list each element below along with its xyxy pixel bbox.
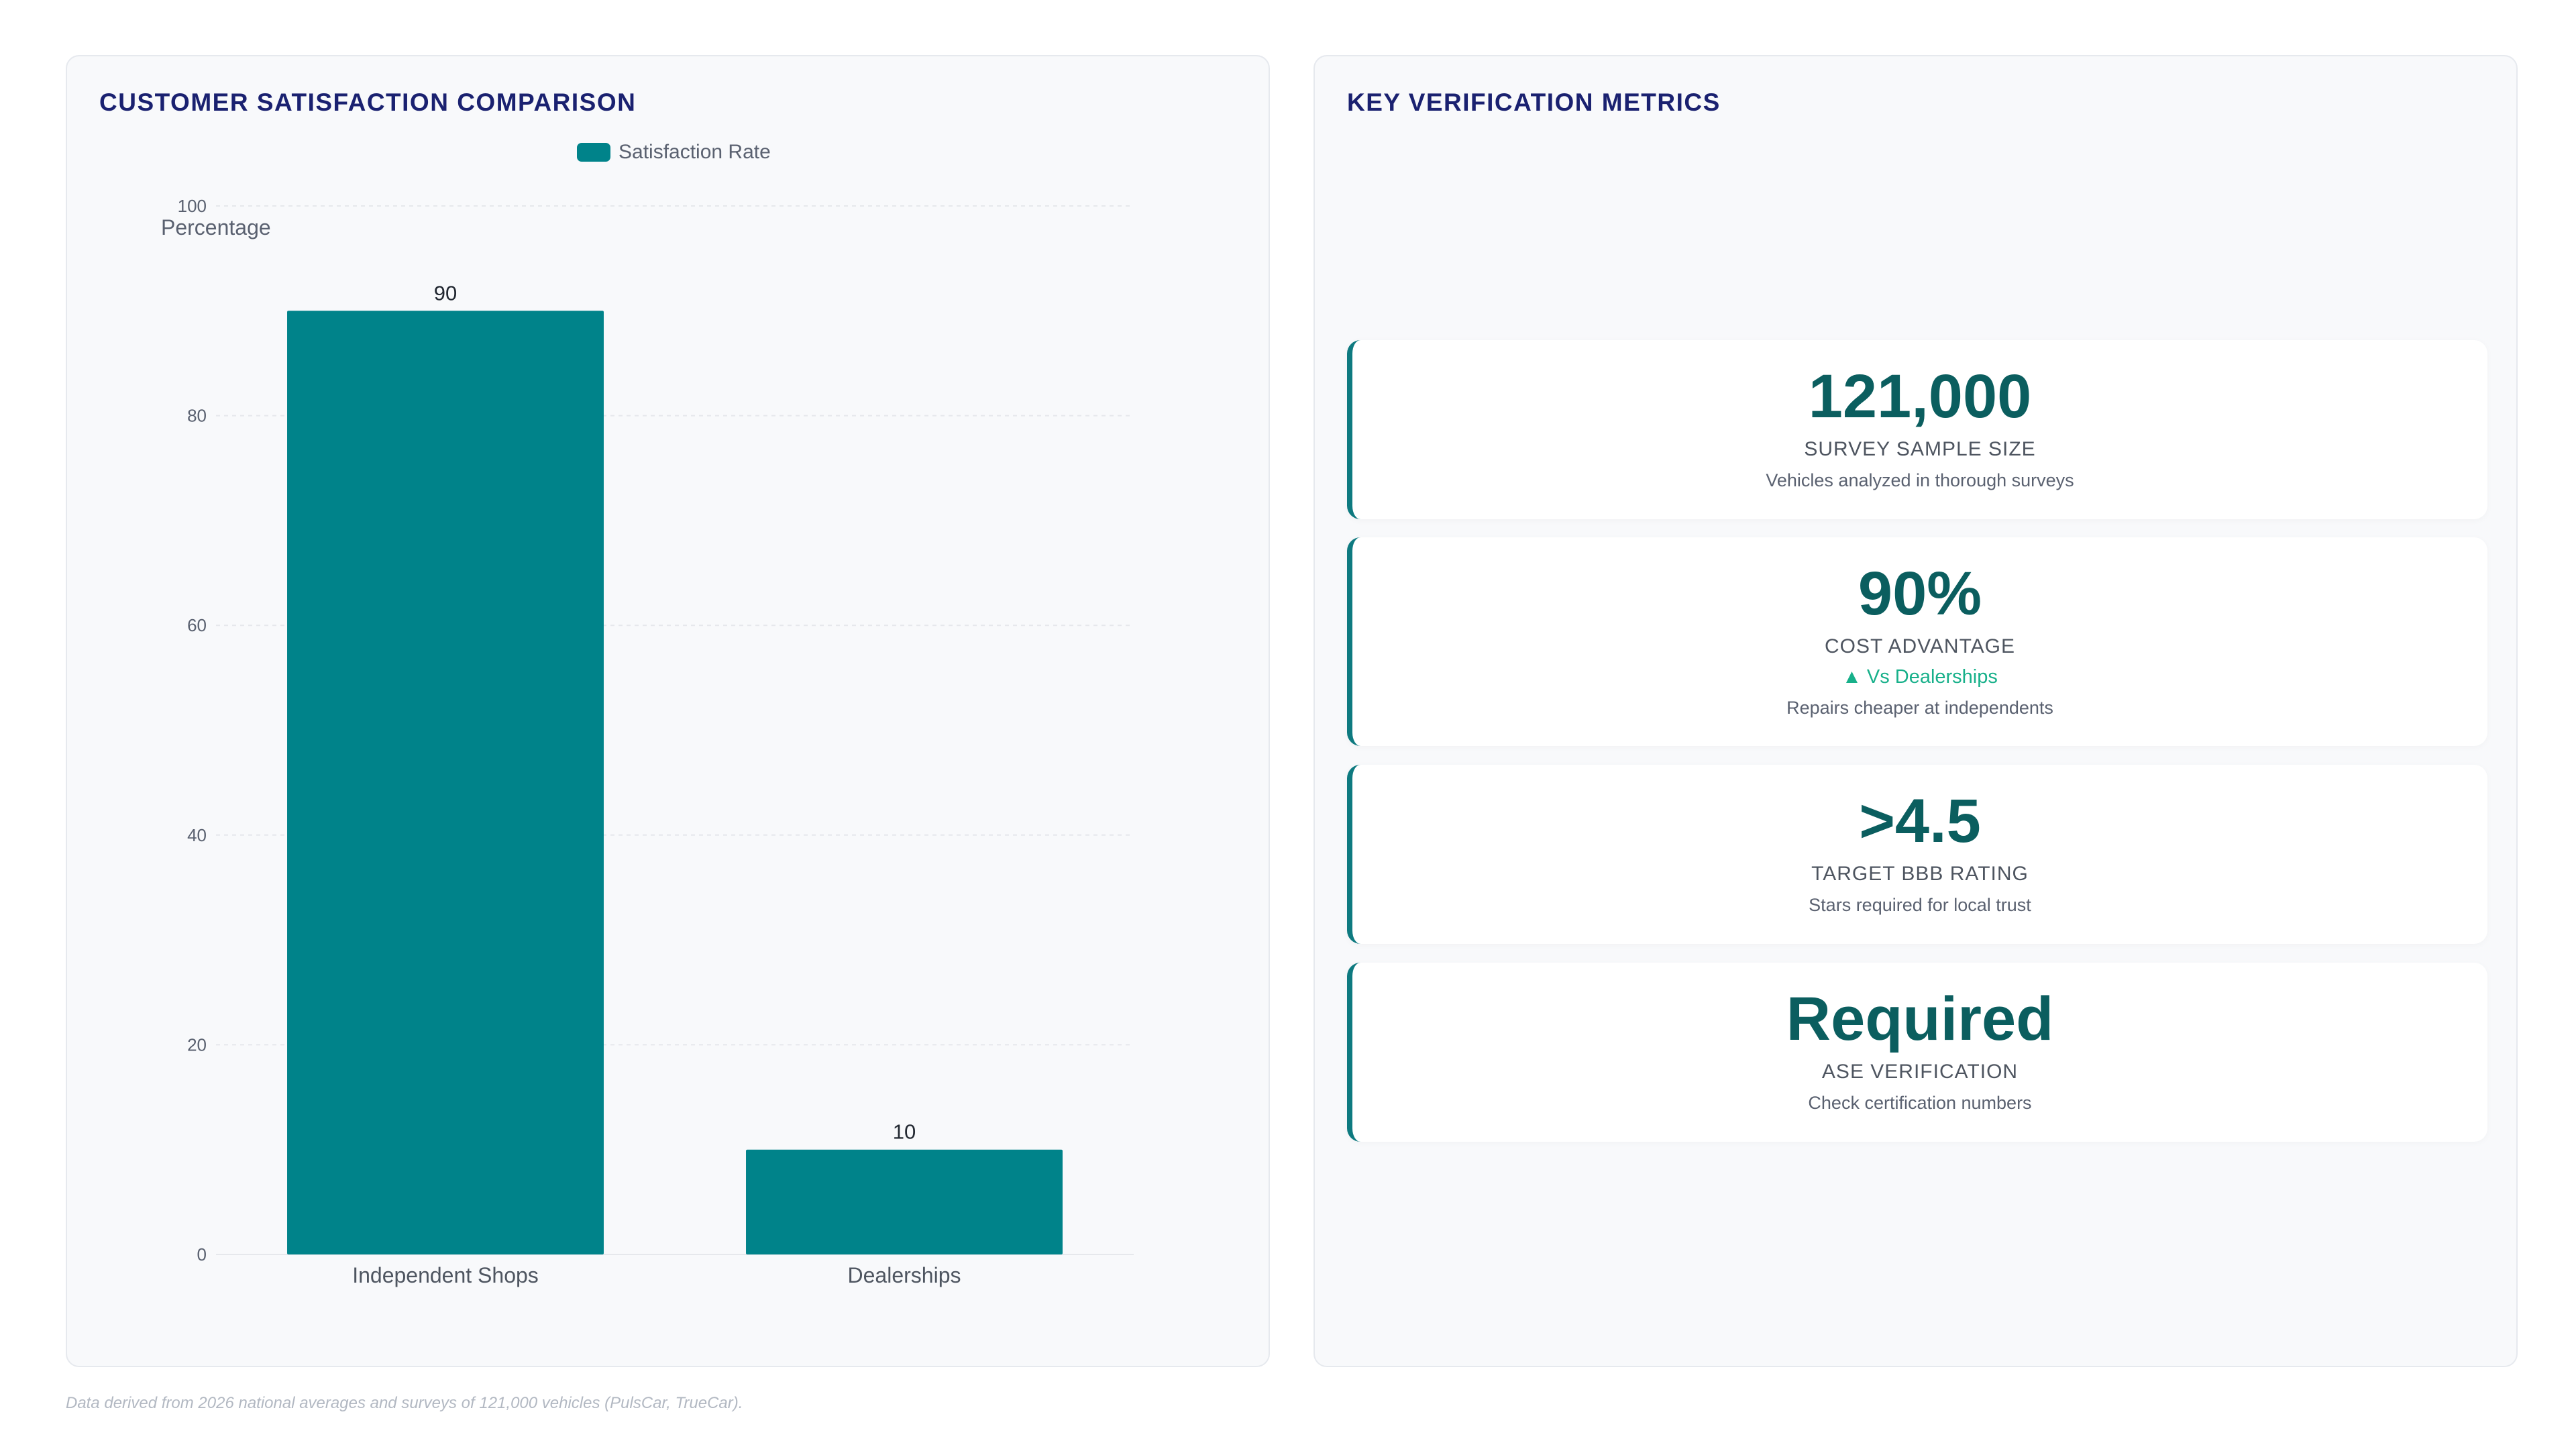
y-tick-label: 80 bbox=[187, 406, 207, 426]
y-tick-label: 60 bbox=[187, 615, 207, 635]
chart-panel-title: CUSTOMER SATISFACTION COMPARISON bbox=[99, 89, 637, 116]
data-label: 10 bbox=[893, 1120, 916, 1144]
legend-label: Satisfaction Rate bbox=[619, 141, 771, 163]
metric-label: TARGET BBB RATING bbox=[1811, 863, 2029, 885]
chart-legend: Satisfaction Rate bbox=[577, 141, 771, 164]
y-tick-label: 20 bbox=[187, 1034, 207, 1055]
metric-description: Vehicles analyzed in thorough surveys bbox=[1766, 470, 2074, 490]
y-tick-label: 100 bbox=[178, 196, 207, 216]
footer-note: Data derived from 2026 national averages… bbox=[66, 1394, 743, 1412]
metric-card-ase-verification: Required ASE VERIFICATION Check certific… bbox=[1347, 963, 2487, 1142]
bar-chart: 0 20 40 60 80 100 90 Independent Shops 10 Dealers… bbox=[178, 196, 1134, 1287]
legend-swatch bbox=[577, 143, 610, 162]
metric-description: Repairs cheaper at independents bbox=[1786, 698, 2053, 718]
metric-card-cost-advantage: 90% COST ADVANTAGE ▲ Vs Dealerships Repa… bbox=[1347, 537, 2487, 746]
data-label: 90 bbox=[434, 281, 457, 305]
metrics-panel: KEY VERIFICATION METRICS 121,000 SURVEY … bbox=[1313, 55, 2518, 1367]
metric-card-sample-size: 121,000 SURVEY SAMPLE SIZE Vehicles anal… bbox=[1347, 340, 2487, 519]
y-tick-label: 0 bbox=[197, 1244, 207, 1265]
y-axis-label: Percentage bbox=[161, 215, 271, 239]
metric-description: Check certification numbers bbox=[1808, 1093, 2032, 1113]
metric-value: 121,000 bbox=[1808, 362, 2032, 431]
bar bbox=[287, 311, 604, 1254]
metric-label: SURVEY SAMPLE SIZE bbox=[1804, 438, 2036, 460]
metric-value: >4.5 bbox=[1859, 787, 1981, 855]
metric-description: Stars required for local trust bbox=[1809, 895, 2031, 915]
x-tick-label: Independent Shops bbox=[352, 1263, 539, 1287]
metric-label: COST ADVANTAGE bbox=[1824, 635, 2016, 657]
y-tick-label: 40 bbox=[187, 825, 207, 845]
metric-value: Required bbox=[1786, 985, 2054, 1053]
metric-label: ASE VERIFICATION bbox=[1821, 1061, 2019, 1083]
x-tick-label: Dealerships bbox=[848, 1263, 961, 1287]
bar bbox=[746, 1149, 1063, 1254]
metric-trend: ▲ Vs Dealerships bbox=[1842, 666, 1998, 688]
metric-value: 90% bbox=[1858, 559, 1982, 628]
metric-card-bbb-rating: >4.5 TARGET BBB RATING Stars required fo… bbox=[1347, 765, 2487, 944]
satisfaction-chart-panel: CUSTOMER SATISFACTION COMPARISON Satisfa… bbox=[66, 55, 1270, 1367]
metrics-panel-title: KEY VERIFICATION METRICS bbox=[1347, 89, 1721, 116]
